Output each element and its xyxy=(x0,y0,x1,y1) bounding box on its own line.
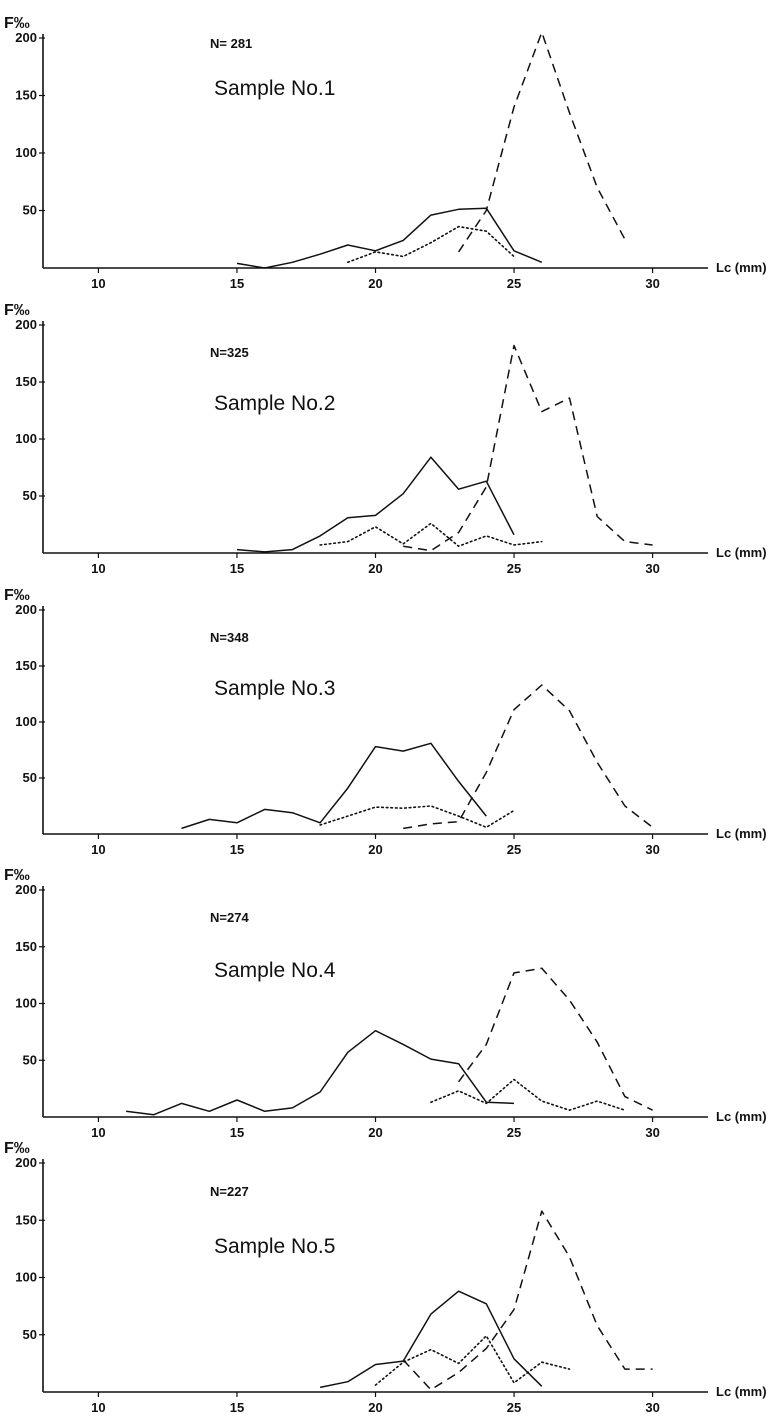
x-tick-label: 10 xyxy=(91,1125,105,1140)
sample-size-label: N=325 xyxy=(210,345,249,360)
series-line-solid xyxy=(236,207,543,269)
series-line-dotted xyxy=(374,1335,571,1386)
x-tick-label: 25 xyxy=(507,561,521,576)
y-tick-label: 100 xyxy=(15,1270,37,1285)
x-axis-label: Lc (mm) xyxy=(716,545,767,560)
y-tick-label: 100 xyxy=(15,714,37,729)
y-tick-label: 50 xyxy=(23,770,37,785)
y-tick-label: 150 xyxy=(15,658,37,673)
x-tick-label: 15 xyxy=(230,561,244,576)
chart-title: Sample No.2 xyxy=(214,392,335,415)
x-tick-label: 25 xyxy=(507,1125,521,1140)
y-tick-label: 100 xyxy=(15,431,37,446)
y-tick-label: 100 xyxy=(15,996,37,1011)
x-tick-label: 25 xyxy=(507,842,521,857)
chart-title: Sample No.3 xyxy=(214,677,335,700)
y-tick-label: 100 xyxy=(15,145,37,160)
series-line-dashed xyxy=(402,1210,653,1391)
x-axis-label: Lc (mm) xyxy=(716,826,767,841)
chart-title: Sample No.5 xyxy=(214,1235,335,1258)
x-tick-label: 10 xyxy=(91,842,105,857)
x-tick-label: 30 xyxy=(645,1125,659,1140)
series-line-dotted xyxy=(430,1078,626,1111)
series-line-dotted xyxy=(346,225,515,264)
y-tick-label: 50 xyxy=(23,1327,37,1342)
x-axis-label: Lc (mm) xyxy=(716,1384,767,1399)
x-tick-label: 30 xyxy=(645,1400,659,1415)
y-axis-label: F‰ xyxy=(4,1140,30,1157)
sample-size-label: N=227 xyxy=(210,1184,249,1199)
series-line-dashed xyxy=(403,684,654,830)
x-tick-label: 15 xyxy=(230,1400,244,1415)
series-line-dotted xyxy=(319,522,543,548)
x-tick-label: 20 xyxy=(368,842,382,857)
series-line-solid xyxy=(236,456,515,553)
x-tick-label: 20 xyxy=(368,1400,382,1415)
sample-size-label: N=274 xyxy=(210,910,249,925)
x-tick-label: 20 xyxy=(368,1125,382,1140)
x-tick-label: 30 xyxy=(645,276,659,291)
x-tick-label: 20 xyxy=(368,276,382,291)
chart-panel-4: 50 100 150 200 10 15 20 25 30 F‰ Lc (mm) N=274 Sampl… xyxy=(4,867,767,1140)
x-tick-label: 10 xyxy=(91,561,105,576)
chart-title: Sample No.4 xyxy=(214,959,336,982)
y-tick-label: 200 xyxy=(15,317,37,332)
y-axis-label: F‰ xyxy=(4,15,30,32)
y-tick-label: 50 xyxy=(23,203,37,218)
y-tick-label: 50 xyxy=(23,1052,37,1067)
series-line-solid xyxy=(126,1029,515,1116)
x-tick-label: 10 xyxy=(91,1400,105,1415)
x-tick-label: 25 xyxy=(507,276,521,291)
y-axis-label: F‰ xyxy=(4,302,30,319)
chart-title: Sample No.1 xyxy=(214,77,335,100)
series-line-dashed xyxy=(403,344,653,552)
x-tick-label: 15 xyxy=(230,1125,244,1140)
chart-panel-1: 50 100 150 200 10 15 20 25 30 F‰ Lc (mm) N= 281 Samp… xyxy=(4,15,767,291)
y-tick-label: 200 xyxy=(15,30,37,45)
sample-size-label: N=348 xyxy=(210,630,249,645)
x-tick-label: 30 xyxy=(645,842,659,857)
y-tick-label: 200 xyxy=(15,602,37,617)
series-line-solid xyxy=(319,1290,543,1389)
y-tick-label: 200 xyxy=(15,882,37,897)
chart-panel-2: 50 100 150 200 10 15 20 25 30 F‰ Lc (mm) N=325 Sampl… xyxy=(4,302,767,576)
chart-panel-5: 50 100 150 200 10 15 20 25 30 F‰ Lc (mm) N=227 Sampl… xyxy=(4,1140,767,1415)
y-tick-label: 50 xyxy=(23,488,37,503)
y-tick-label: 150 xyxy=(15,939,37,954)
x-tick-label: 15 xyxy=(230,842,244,857)
series-line-dashed xyxy=(457,31,626,253)
y-tick-label: 200 xyxy=(15,1155,37,1170)
x-tick-label: 15 xyxy=(230,276,244,291)
x-tick-label: 10 xyxy=(91,276,105,291)
sample-size-label: N= 281 xyxy=(210,36,252,51)
x-tick-label: 25 xyxy=(507,1400,521,1415)
y-tick-label: 150 xyxy=(15,374,37,389)
series-line-dotted xyxy=(319,805,515,829)
x-axis-label: Lc (mm) xyxy=(716,260,767,275)
chart-panel-3: 50 100 150 200 10 15 20 25 30 F‰ Lc (mm) N=348 Sampl… xyxy=(4,587,767,857)
y-tick-label: 150 xyxy=(15,88,37,103)
y-tick-label: 150 xyxy=(15,1212,37,1227)
y-axis-label: F‰ xyxy=(4,867,30,884)
x-tick-label: 30 xyxy=(645,561,659,576)
x-tick-label: 20 xyxy=(368,561,382,576)
series-line-solid xyxy=(181,742,487,830)
series-line-dashed xyxy=(457,967,653,1111)
y-axis-label: F‰ xyxy=(4,587,30,604)
x-axis-label: Lc (mm) xyxy=(716,1109,767,1124)
